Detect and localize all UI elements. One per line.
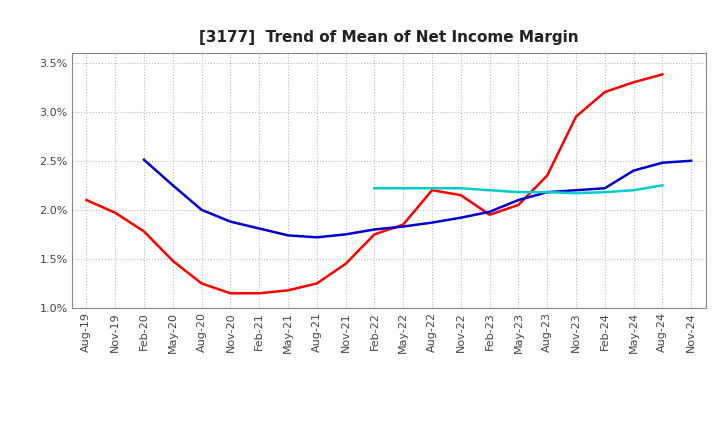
3 Years	[168, 258, 177, 264]
7 Years	[658, 183, 667, 188]
3 Years	[658, 72, 667, 77]
7 Years	[572, 191, 580, 196]
5 Years	[514, 198, 523, 203]
5 Years	[255, 226, 264, 231]
5 Years	[140, 157, 148, 162]
Line: 3 Years: 3 Years	[86, 74, 662, 293]
3 Years	[485, 212, 494, 217]
3 Years	[111, 210, 120, 216]
3 Years	[629, 80, 638, 85]
3 Years	[543, 173, 552, 178]
5 Years	[600, 186, 609, 191]
3 Years	[82, 198, 91, 203]
Line: 7 Years: 7 Years	[374, 185, 662, 193]
7 Years	[514, 190, 523, 195]
5 Years	[226, 219, 235, 224]
3 Years	[514, 202, 523, 208]
5 Years	[658, 160, 667, 165]
5 Years	[197, 207, 206, 213]
5 Years	[572, 187, 580, 193]
5 Years	[168, 183, 177, 188]
3 Years	[226, 291, 235, 296]
3 Years	[370, 232, 379, 237]
5 Years	[341, 232, 350, 237]
Title: [3177]  Trend of Mean of Net Income Margin: [3177] Trend of Mean of Net Income Margi…	[199, 29, 579, 45]
3 Years	[140, 229, 148, 234]
7 Years	[485, 187, 494, 193]
5 Years	[312, 235, 321, 240]
3 Years	[428, 187, 436, 193]
5 Years	[284, 233, 292, 238]
5 Years	[543, 190, 552, 195]
3 Years	[600, 89, 609, 95]
Line: 5 Years: 5 Years	[144, 160, 691, 237]
7 Years	[543, 190, 552, 195]
5 Years	[428, 220, 436, 225]
7 Years	[629, 187, 638, 193]
5 Years	[687, 158, 696, 163]
3 Years	[341, 261, 350, 267]
7 Years	[600, 190, 609, 195]
3 Years	[572, 114, 580, 119]
3 Years	[284, 288, 292, 293]
3 Years	[399, 222, 408, 227]
5 Years	[456, 215, 465, 220]
7 Years	[456, 186, 465, 191]
5 Years	[370, 227, 379, 232]
7 Years	[428, 186, 436, 191]
5 Years	[399, 224, 408, 229]
5 Years	[629, 168, 638, 173]
3 Years	[312, 281, 321, 286]
3 Years	[456, 192, 465, 198]
7 Years	[370, 186, 379, 191]
3 Years	[197, 281, 206, 286]
7 Years	[399, 186, 408, 191]
3 Years	[255, 291, 264, 296]
5 Years	[485, 209, 494, 214]
